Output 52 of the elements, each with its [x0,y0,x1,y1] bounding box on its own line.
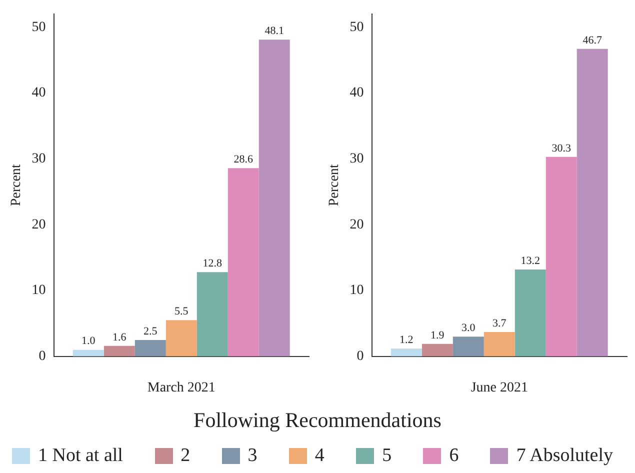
data-label: 3.0 [462,322,476,334]
bar [576,48,608,356]
bar [514,269,546,356]
legend-label: 2 [180,445,190,467]
y-tick-label: 20 [350,217,364,232]
bar [422,344,453,356]
y-tick-label: 30 [32,152,46,167]
data-label: 2.5 [144,325,158,338]
bar [484,332,515,356]
bar [258,40,290,356]
y-tick-label: 40 [350,86,364,101]
data-label: 30.3 [552,142,572,154]
x-axis-title: June 2021 [470,380,528,396]
legend-label: 7 Absolutely [516,445,613,467]
bar [166,320,197,356]
y-axis-title: Percent [327,164,342,206]
data-label: 1.6 [112,331,127,344]
y-axis-title: Percent [9,164,24,206]
data-label: 3.7 [492,317,507,330]
legend-label: 6 [449,445,459,467]
bar [104,346,135,356]
data-label: 48.1 [264,25,284,38]
data-label: 13.2 [520,254,540,267]
y-tick-label: 0 [356,349,364,364]
bar [134,340,166,356]
data-label: 1.2 [400,334,414,346]
legend-label: 3 [248,445,258,467]
legend-label: 4 [314,445,324,467]
bar [452,336,484,356]
bar [228,168,259,356]
legend-label: 1 Not at all [38,445,123,467]
y-tick-label: 10 [350,283,364,298]
text: Following Recommendations [192,408,442,433]
x-axis-title: March 2021 [147,380,216,396]
y-tick-label: 0 [38,349,46,364]
y-tick-label: 10 [32,283,46,298]
data-label: 46.7 [582,34,602,46]
data-label: 28.6 [234,153,254,166]
y-tick-label: 50 [32,20,46,35]
bar [390,348,422,356]
data-label: 1.0 [82,335,96,348]
data-label: 5.5 [174,306,189,318]
y-tick-label: 50 [350,20,364,35]
y-tick-label: 20 [32,217,46,232]
y-tick-label: 30 [350,152,364,167]
bar [72,350,104,356]
bar [546,156,577,356]
legend-label: 5 [382,445,392,467]
y-tick-label: 40 [32,86,46,101]
data-label: 12.8 [202,258,223,270]
bar [196,272,228,356]
data-label: 1.9 [430,329,445,342]
